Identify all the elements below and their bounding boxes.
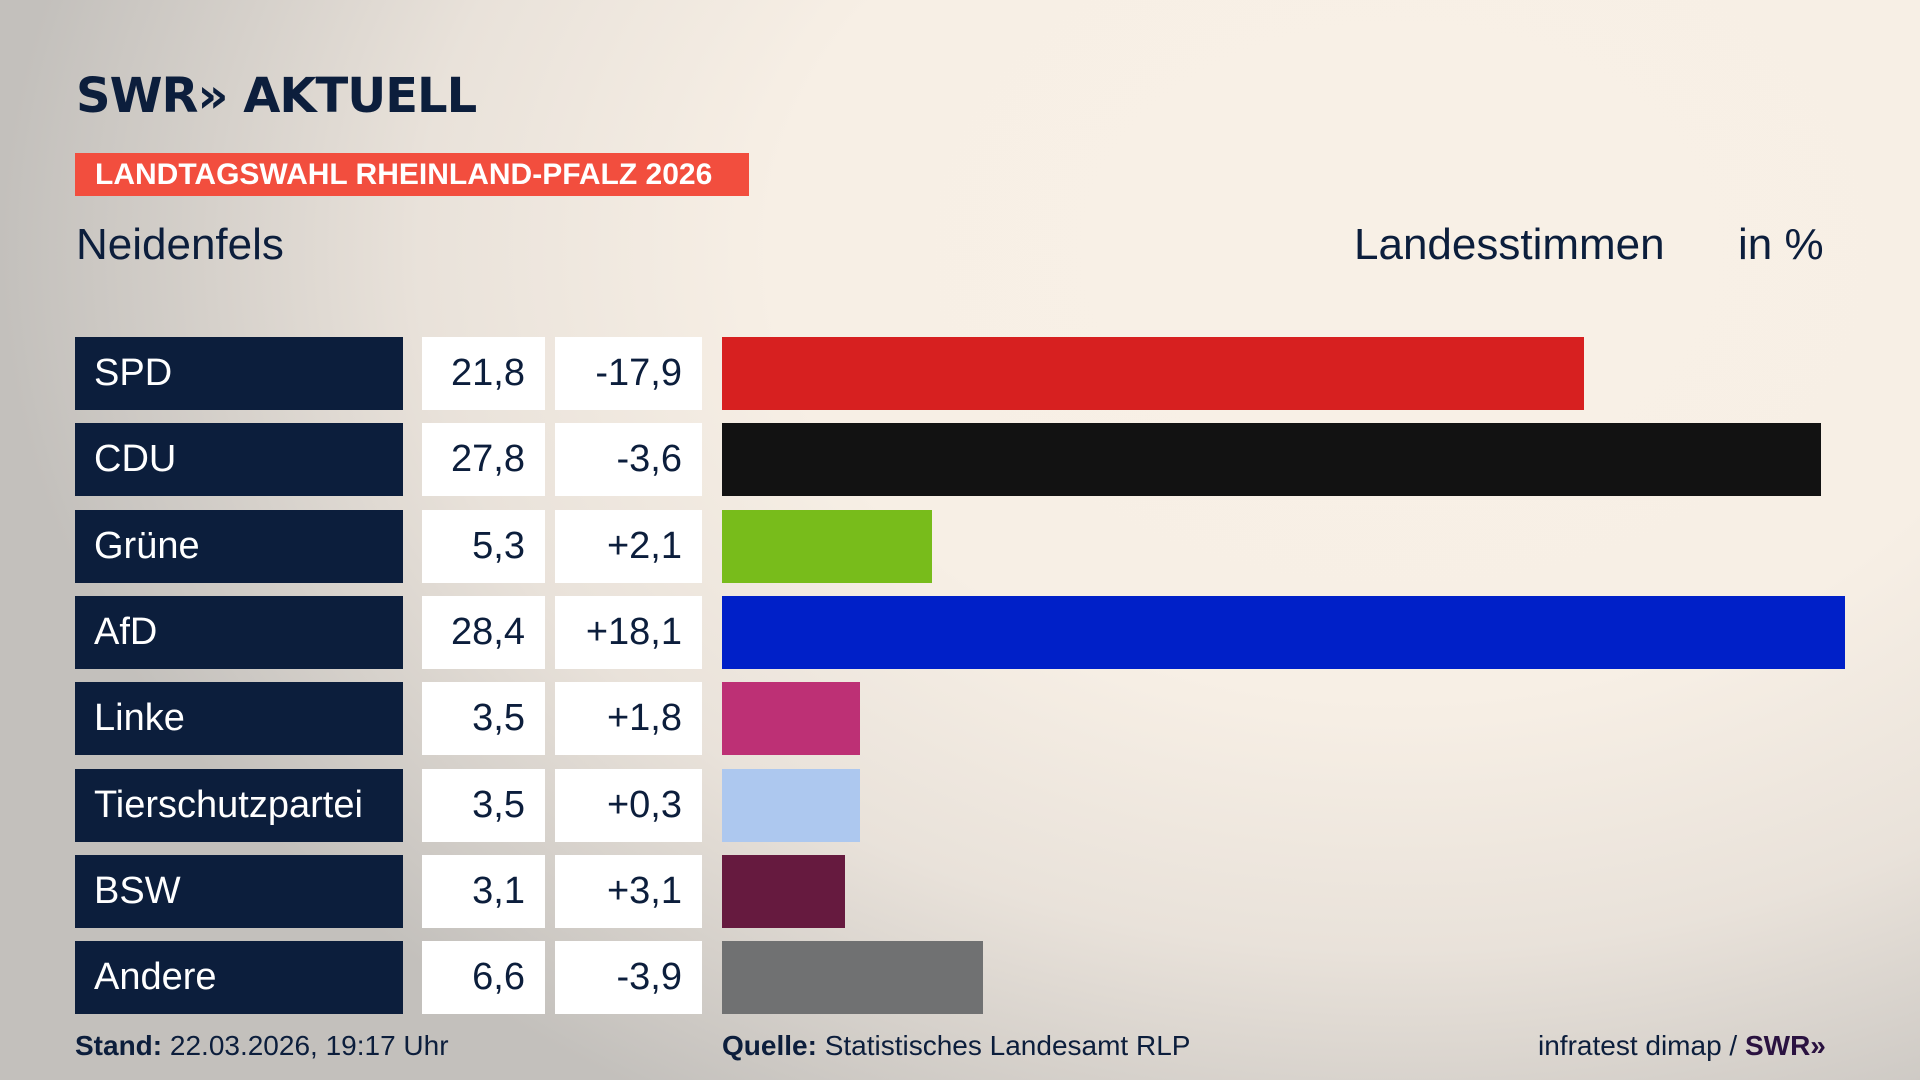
credit-text: infratest dimap / (1538, 1030, 1738, 1061)
party-label: CDU (75, 423, 403, 497)
source-value: Statistisches Landesamt RLP (824, 1030, 1191, 1061)
value-label: 28,4 (422, 595, 545, 669)
chart-row: SPD 21,8 -17,9 (0, 337, 1920, 410)
value-label: 21,8 (422, 337, 545, 410)
change-label: +18,1 (555, 595, 702, 669)
party-label: Andere (75, 941, 403, 1015)
unit-label: in % (1738, 220, 1824, 269)
change-label: -17,9 (555, 337, 702, 410)
change-label: +3,1 (555, 854, 702, 928)
bar-bsw (722, 854, 845, 928)
party-label: Linke (75, 682, 403, 756)
bar-grüne (722, 509, 932, 583)
value-label: 6,6 (422, 941, 545, 1015)
election-banner: LANDTAGSWAHL RHEINLAND-PFALZ 2026 (75, 153, 749, 196)
source-label: Quelle: (722, 1030, 817, 1061)
party-label: BSW (75, 854, 403, 928)
chart-row: Linke 3,5 +1,8 (0, 682, 1920, 756)
change-label: +1,8 (555, 682, 702, 756)
chart-row: Andere 6,6 -3,9 (0, 941, 1920, 1015)
bar-andere (722, 941, 983, 1015)
chart-row: CDU 27,8 -3,6 (0, 423, 1920, 497)
party-label: SPD (75, 337, 403, 410)
value-label: 3,5 (422, 768, 545, 842)
value-label: 3,1 (422, 854, 545, 928)
bar-cdu (722, 423, 1822, 497)
party-label: Tierschutzpartei (75, 768, 403, 842)
bar-afd (722, 595, 1845, 669)
value-label: 3,5 (422, 682, 545, 756)
change-label: +2,1 (555, 509, 702, 583)
swr-logo-small: SWR» (1744, 1030, 1826, 1061)
metric-label: Landesstimmen (1354, 220, 1665, 269)
region-title: Neidenfels (76, 220, 284, 269)
party-label: AfD (75, 595, 403, 669)
chart-row: Tierschutzpartei 3,5 +0,3 (0, 768, 1920, 842)
stand-label: Stand: (75, 1030, 163, 1061)
credit: infratest dimap / SWR» (1538, 1030, 1826, 1062)
timestamp: Stand: 22.03.2026, 19:17 Uhr (75, 1030, 449, 1062)
source: Quelle: Statistisches Landesamt RLP (722, 1030, 1190, 1062)
chart-row: Grüne 5,3 +2,1 (0, 509, 1920, 583)
chart-row: BSW 3,1 +3,1 (0, 854, 1920, 928)
bar-spd (722, 337, 1585, 410)
party-label: Grüne (75, 509, 403, 583)
change-label: -3,6 (555, 423, 702, 497)
bar-linke (722, 682, 861, 756)
bar-tierschutzpartei (722, 768, 861, 842)
change-label: -3,9 (555, 941, 702, 1015)
value-label: 5,3 (422, 509, 545, 583)
chart-row: AfD 28,4 +18,1 (0, 595, 1920, 669)
swr-aktuell-logo: SWR» AKTUELL (76, 68, 477, 124)
change-label: +0,3 (555, 768, 702, 842)
value-label: 27,8 (422, 423, 545, 497)
stand-value: 22.03.2026, 19:17 Uhr (169, 1030, 449, 1061)
